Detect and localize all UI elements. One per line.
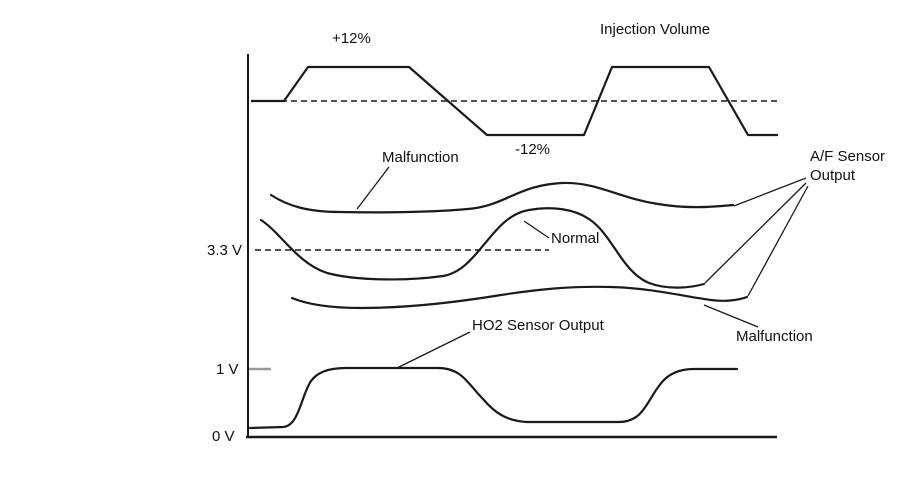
af-curve-malfunction-lower [290, 285, 749, 310]
leader-ho2 [396, 331, 471, 369]
leader-af-to-upper-curve [733, 177, 807, 207]
af-curve-normal [259, 207, 706, 289]
axis-label-0v: 0 V [212, 428, 235, 445]
injection-volume-title: Injection Volume [600, 21, 711, 38]
axis-label-3-3v: 3.3 V [207, 242, 243, 259]
malfunction-upper-label: Malfunction [382, 149, 459, 166]
leader-af-to-normal-curve [704, 182, 807, 284]
ho2-sensor-output-label: HO2 Sensor Output [472, 317, 604, 334]
ho2-curve [248, 366, 739, 430]
injection-volume-waveform [251, 65, 778, 137]
af-curve-malfunction-upper [269, 181, 735, 214]
leader-malfunction-upper [356, 166, 390, 210]
leader-malfunction-lower [703, 304, 759, 328]
leader-af-to-lower-curve [747, 185, 809, 297]
leader-normal [523, 220, 550, 239]
axis-label-1v: 1 V [216, 361, 239, 378]
malfunction-lower-label: Malfunction [736, 328, 813, 345]
normal-label: Normal [551, 230, 600, 247]
minus-12-percent-label: -12% [515, 141, 551, 158]
plus-12-percent-label: +12% [332, 30, 371, 47]
af-sensor-output-label: A/F Sensor Output [810, 148, 886, 184]
